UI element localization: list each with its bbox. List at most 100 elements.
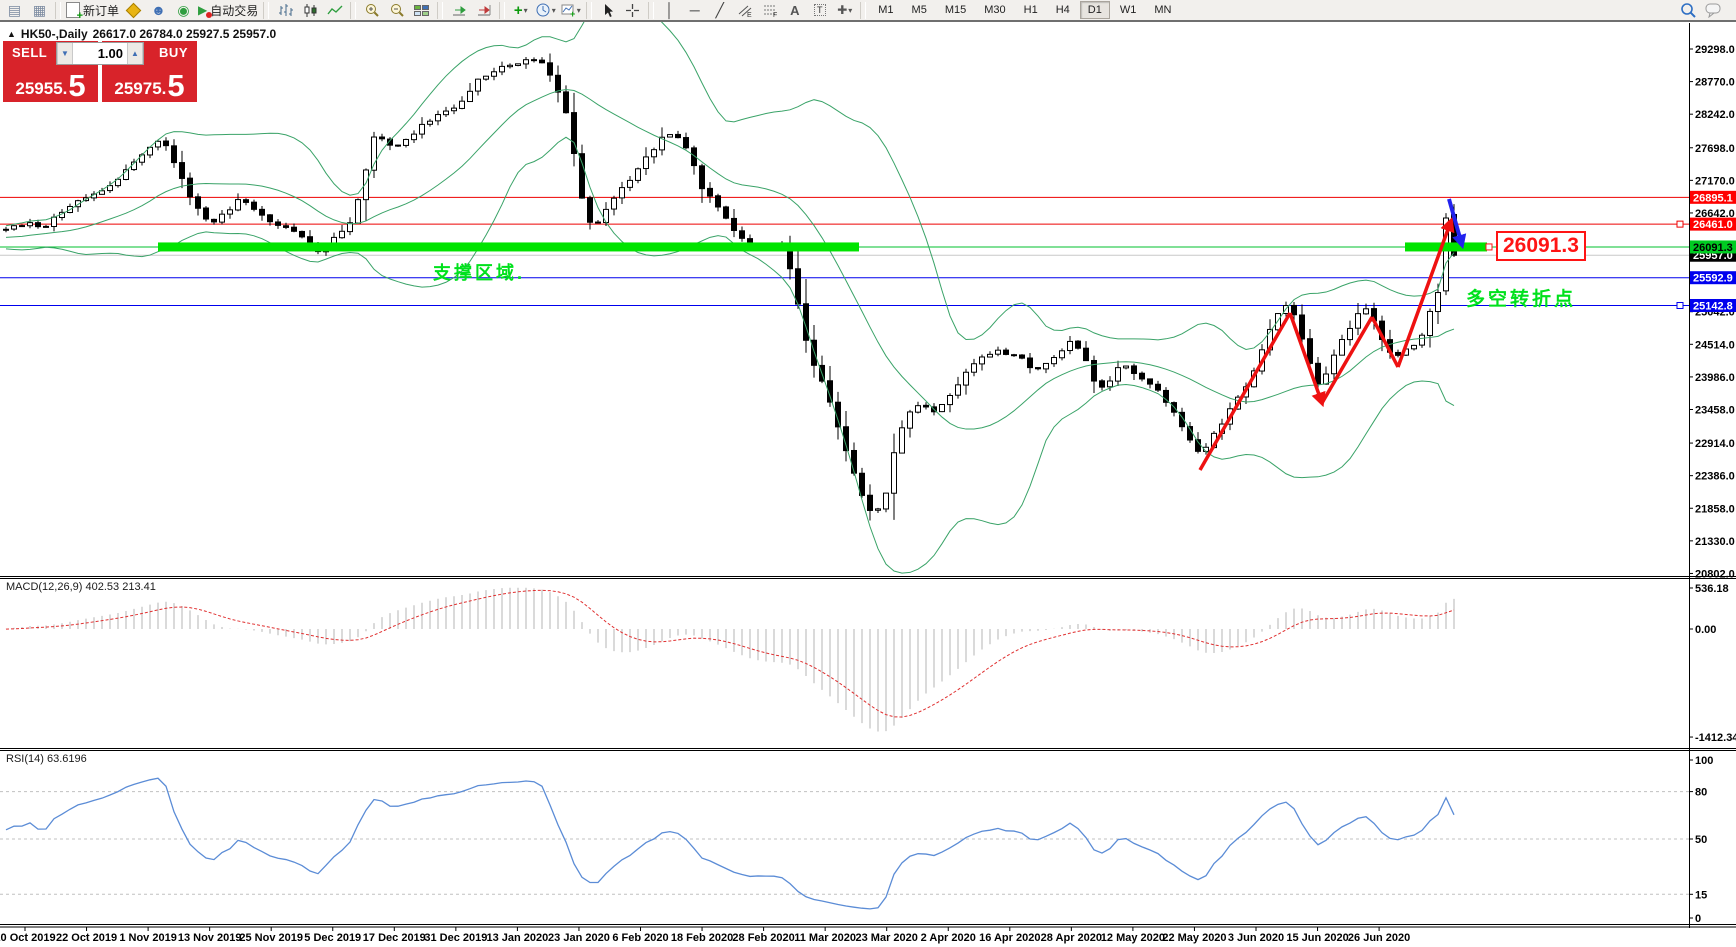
svg-text:25 Nov 2019: 25 Nov 2019 bbox=[239, 932, 303, 944]
price-scale[interactable]: 29298.0 28770.0 28242.0 27698.0 27170.0 26642… bbox=[1689, 44, 1736, 925]
buy-price-main: 25975. bbox=[114, 79, 167, 98]
svg-text:26461.0: 26461.0 bbox=[1693, 219, 1733, 231]
timeframe-button-M1[interactable]: M1 bbox=[878, 4, 894, 16]
text-label-button[interactable]: T bbox=[807, 1, 832, 20]
separator bbox=[586, 1, 593, 19]
candlestick-chart-button[interactable] bbox=[297, 1, 322, 20]
turning-point-annotation[interactable]: 多空转折点 bbox=[1466, 289, 1577, 310]
periods-button[interactable]: ▾ bbox=[533, 1, 558, 20]
sell-label: SELL bbox=[12, 45, 48, 60]
svg-text:6 Feb 2020: 6 Feb 2020 bbox=[612, 932, 668, 944]
vertical-line-button[interactable]: │ bbox=[657, 1, 682, 20]
timeframe-button-M5[interactable]: M5 bbox=[911, 4, 927, 16]
candles-series bbox=[3, 53, 1457, 521]
market-watch-button[interactable]: ▤ bbox=[2, 1, 27, 20]
new-order-button[interactable]: + 新订单 bbox=[64, 1, 121, 22]
svg-text:11 Mar 2020: 11 Mar 2020 bbox=[794, 932, 856, 944]
svg-text:50: 50 bbox=[1695, 834, 1707, 846]
svg-text:18 Feb 2020: 18 Feb 2020 bbox=[671, 932, 733, 944]
timeframe-button-M15[interactable]: M15 bbox=[944, 4, 967, 16]
time-scale[interactable]: 10 Oct 2019 22 Oct 2019 1 Nov 2019 13 Nov 2… bbox=[0, 927, 1410, 944]
indicators-button[interactable]: + ▾ bbox=[508, 1, 533, 20]
search-button[interactable] bbox=[1676, 1, 1701, 20]
price-tag-label[interactable]: 26091.3 bbox=[1496, 231, 1586, 261]
svg-text:23 Mar 2020: 23 Mar 2020 bbox=[856, 932, 918, 944]
crosshair-button[interactable] bbox=[620, 1, 645, 20]
text-button[interactable]: A bbox=[782, 1, 807, 20]
horizontal-line-button[interactable]: ─ bbox=[682, 1, 707, 20]
zoom-in-button[interactable] bbox=[359, 1, 384, 20]
support-zone-bands[interactable] bbox=[158, 242, 1493, 252]
chat-button[interactable] bbox=[1701, 1, 1726, 20]
auto-scroll-button[interactable] bbox=[446, 1, 471, 20]
svg-text:E: E bbox=[747, 12, 752, 18]
autotrading-label: 自动交易 bbox=[210, 3, 259, 18]
arrows-button[interactable]: ✚ ▾ bbox=[832, 1, 857, 20]
zoom-in-icon bbox=[365, 4, 379, 17]
buy-price: 25975. 5 bbox=[102, 70, 197, 101]
trendline-button[interactable]: ╱ bbox=[707, 1, 732, 20]
svg-text:20802.0: 20802.0 bbox=[1695, 568, 1735, 580]
svg-text:27170.0: 27170.0 bbox=[1695, 175, 1735, 187]
chevron-down-icon: ▾ bbox=[551, 5, 556, 15]
line-chart-icon bbox=[327, 5, 343, 14]
cursor-button[interactable] bbox=[595, 1, 620, 20]
chart-shift-button[interactable] bbox=[471, 1, 496, 20]
chat-icon bbox=[1705, 3, 1720, 18]
indicators-icon: + bbox=[513, 1, 523, 19]
timeframe-button-W1[interactable]: W1 bbox=[1119, 4, 1137, 16]
new-order-icon: + bbox=[66, 2, 83, 22]
svg-text:26091.3: 26091.3 bbox=[1693, 242, 1733, 254]
profile-button[interactable]: ☻ bbox=[146, 1, 171, 20]
timeframe-group: M1 M5 M15 M30 H1 H4 D1 W1 MN bbox=[869, 1, 1180, 19]
navigator-button[interactable]: ▦ bbox=[27, 1, 52, 20]
timeframe-button-D1[interactable]: D1 bbox=[1079, 1, 1110, 19]
svg-text:-1412.34: -1412.34 bbox=[1695, 732, 1736, 744]
buy-label: BUY bbox=[159, 45, 188, 60]
svg-text:31 Dec 2019: 31 Dec 2019 bbox=[424, 932, 487, 944]
symbol-arrow-icon: ▲ bbox=[7, 29, 16, 39]
svg-text:25592.9: 25592.9 bbox=[1693, 273, 1733, 285]
zoom-out-button[interactable] bbox=[384, 1, 409, 20]
candlestick-chart-icon bbox=[304, 3, 317, 17]
svg-text:F: F bbox=[773, 12, 777, 18]
svg-text:26895.1: 26895.1 bbox=[1693, 192, 1733, 204]
svg-text:0: 0 bbox=[1695, 913, 1701, 925]
volume-input[interactable] bbox=[73, 43, 127, 64]
separator bbox=[263, 1, 270, 19]
horizontal-level-lines[interactable] bbox=[0, 196, 1689, 309]
cursor-icon bbox=[604, 3, 613, 17]
svg-text:23986.0: 23986.0 bbox=[1695, 372, 1735, 384]
timeframe-button-MN[interactable]: MN bbox=[1154, 4, 1172, 16]
svg-text:3 Jun 2020: 3 Jun 2020 bbox=[1228, 932, 1284, 944]
svg-text:13 Jan 2020: 13 Jan 2020 bbox=[487, 932, 549, 944]
svg-text:1 Nov 2019: 1 Nov 2019 bbox=[119, 932, 176, 944]
signals-button[interactable]: ◉ bbox=[171, 1, 196, 20]
macd-signal-value: 213.41 bbox=[122, 581, 156, 593]
svg-text:12 May 2020: 12 May 2020 bbox=[1101, 932, 1165, 944]
timeframe-button-H1[interactable]: H1 bbox=[1023, 4, 1038, 16]
separator bbox=[860, 1, 867, 19]
chart-title: ▲ HK50-,Daily 26617.0 26784.0 25927.5 25… bbox=[7, 27, 276, 41]
svg-text:26642.0: 26642.0 bbox=[1695, 208, 1735, 220]
equidistant-channel-button[interactable]: E bbox=[732, 1, 757, 20]
line-chart-button[interactable] bbox=[322, 1, 347, 20]
autotrading-button[interactable]: ▶ 自动交易 bbox=[196, 1, 260, 20]
volume-increase-button[interactable]: ▲ bbox=[127, 43, 143, 64]
trend-arrows[interactable] bbox=[1198, 198, 1467, 471]
mql-button[interactable] bbox=[121, 1, 146, 20]
one-click-trading-panel: SELL 25955.5 BUY 25975.5 ▼ ▲ bbox=[3, 41, 197, 102]
templates-button[interactable]: + ▾ bbox=[558, 1, 583, 20]
timeframe-button-M30[interactable]: M30 bbox=[984, 4, 1006, 16]
timeframe-button-H4[interactable]: H4 bbox=[1055, 4, 1070, 16]
separator bbox=[648, 1, 655, 19]
sell-price-pip: 5 bbox=[68, 68, 86, 103]
volume-decrease-button[interactable]: ▼ bbox=[57, 43, 73, 64]
tile-windows-button[interactable] bbox=[409, 1, 434, 20]
fibonacci-button[interactable]: F bbox=[757, 1, 782, 20]
support-zone-annotation[interactable]: 支撑区域. bbox=[433, 263, 526, 283]
bar-chart-button[interactable] bbox=[272, 1, 297, 20]
macd-label: MACD(12,26,9) 402.53 213.41 bbox=[6, 581, 156, 593]
